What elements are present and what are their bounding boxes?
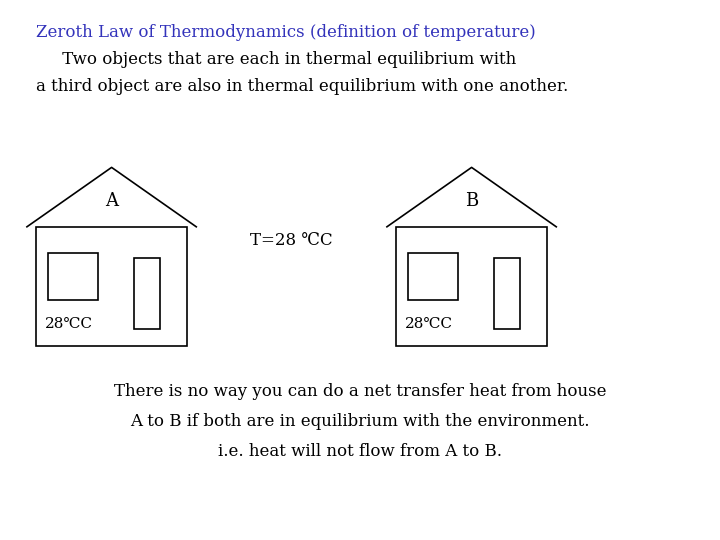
- Bar: [48, 253, 98, 300]
- Text: a third object are also in thermal equilibrium with one another.: a third object are also in thermal equil…: [36, 78, 568, 95]
- Bar: [36, 227, 187, 346]
- Text: Two objects that are each in thermal equilibrium with: Two objects that are each in thermal equ…: [36, 51, 516, 68]
- Text: 28℃C: 28℃C: [405, 318, 453, 332]
- Bar: [134, 258, 160, 329]
- Text: A to B if both are in equilibrium with the environment.: A to B if both are in equilibrium with t…: [130, 413, 590, 430]
- Text: T=28 ℃C: T=28 ℃C: [251, 232, 333, 249]
- Text: A: A: [105, 192, 118, 210]
- Text: There is no way you can do a net transfer heat from house: There is no way you can do a net transfe…: [114, 383, 606, 400]
- Text: 28℃C: 28℃C: [45, 318, 93, 332]
- Text: i.e. heat will not flow from A to B.: i.e. heat will not flow from A to B.: [218, 443, 502, 460]
- Text: B: B: [465, 192, 478, 210]
- Text: Zeroth Law of Thermodynamics (definition of temperature): Zeroth Law of Thermodynamics (definition…: [36, 24, 536, 41]
- Bar: [408, 253, 458, 300]
- Bar: [495, 258, 520, 329]
- Bar: [396, 227, 547, 346]
